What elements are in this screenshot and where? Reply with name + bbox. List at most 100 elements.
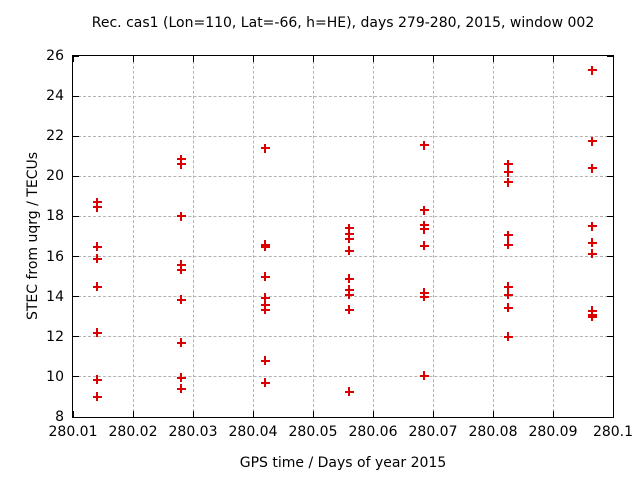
data-point-marker: [344, 246, 354, 256]
y-axis-tick-right: [607, 175, 613, 177]
data-point-marker: [503, 230, 513, 240]
x-tick-label: 280.03: [168, 424, 218, 440]
data-point-marker: [503, 177, 513, 187]
y-axis-tick-right: [607, 215, 613, 217]
data-point-marker: [260, 293, 270, 303]
y-axis-tick-right: [607, 376, 613, 378]
x-axis-tick-top: [372, 56, 374, 62]
vertical-gridline: [492, 56, 494, 417]
data-point-marker: [260, 300, 270, 310]
data-point-marker: [176, 338, 186, 348]
y-axis-tick: [73, 256, 79, 258]
x-axis-tick: [192, 411, 194, 417]
y-axis-tick-right: [607, 256, 613, 258]
vertical-gridline: [432, 56, 434, 417]
y-tick-label: 26: [46, 48, 64, 64]
data-point-marker: [503, 240, 513, 250]
y-axis-tick: [73, 55, 79, 57]
vertical-gridline: [312, 56, 314, 417]
data-point-marker: [92, 282, 102, 292]
data-point-marker: [176, 154, 186, 164]
x-tick-label: 280.08: [468, 424, 518, 440]
data-point-marker: [92, 197, 102, 207]
data-point-marker: [176, 384, 186, 394]
data-point-marker: [587, 312, 597, 322]
data-point-marker: [503, 282, 513, 292]
data-point-marker: [260, 272, 270, 282]
data-point-marker: [176, 159, 186, 169]
data-point-marker: [260, 378, 270, 388]
x-axis-tick-top: [552, 56, 554, 62]
x-axis-tick: [552, 411, 554, 417]
x-tick-label: 280.04: [228, 424, 278, 440]
data-point-marker: [176, 211, 186, 221]
y-tick-label: 18: [46, 208, 64, 225]
x-axis-tick: [372, 411, 374, 417]
y-axis-tick-right: [607, 95, 613, 97]
x-axis-tick-top: [132, 56, 134, 62]
horizontal-gridline: [73, 135, 613, 137]
data-point-marker: [503, 290, 513, 300]
vertical-gridline: [192, 56, 194, 417]
data-point-marker: [419, 140, 429, 150]
y-axis-tick-right: [607, 336, 613, 338]
y-tick-label: 16: [46, 248, 64, 265]
data-point-marker: [587, 136, 597, 146]
vertical-gridline: [132, 56, 134, 417]
horizontal-gridline: [73, 376, 613, 378]
x-axis-label: GPS time / Days of year 2015: [239, 455, 447, 471]
y-axis-tick-right: [607, 135, 613, 137]
horizontal-gridline: [73, 296, 613, 298]
data-point-marker: [176, 295, 186, 305]
vertical-gridline: [552, 56, 554, 417]
data-point-marker: [92, 392, 102, 402]
x-axis-tick-top: [72, 56, 74, 62]
x-tick-label: 280.01: [48, 424, 98, 440]
data-point-marker: [503, 159, 513, 169]
x-tick-label: 280.06: [348, 424, 398, 440]
y-axis-tick: [73, 416, 79, 418]
data-point-marker: [92, 254, 102, 264]
data-point-marker: [419, 371, 429, 381]
x-tick-label: 280.1: [592, 424, 634, 440]
data-point-marker: [503, 303, 513, 313]
y-axis-tick: [73, 296, 79, 298]
data-point-marker: [419, 292, 429, 302]
horizontal-gridline: [73, 256, 613, 258]
y-axis-tick: [73, 376, 79, 378]
data-point-marker: [92, 202, 102, 212]
data-point-marker: [419, 224, 429, 234]
x-tick-label: 280.09: [528, 424, 578, 440]
data-point-marker: [260, 356, 270, 366]
y-tick-label: 8: [55, 409, 64, 425]
data-point-marker: [176, 373, 186, 383]
data-point-marker: [260, 305, 270, 315]
x-axis-tick: [252, 411, 254, 417]
y-axis-tick: [73, 135, 79, 137]
y-axis-tick-right: [607, 55, 613, 57]
data-point-marker: [419, 205, 429, 215]
data-point-marker: [344, 223, 354, 233]
data-point-marker: [419, 241, 429, 251]
y-axis-tick: [73, 336, 79, 338]
horizontal-gridline: [73, 95, 613, 97]
data-point-marker: [344, 274, 354, 284]
horizontal-gridline: [73, 215, 613, 217]
data-point-marker: [344, 387, 354, 397]
data-point-marker: [176, 260, 186, 270]
data-point-marker: [344, 285, 354, 295]
data-point-marker: [587, 238, 597, 248]
chart-title: Rec. cas1 (Lon=110, Lat=-66, h=HE), days…: [91, 15, 595, 31]
x-axis-tick: [132, 411, 134, 417]
y-tick-label: 22: [46, 128, 64, 145]
y-tick-label: 24: [46, 88, 64, 105]
data-point-marker: [503, 167, 513, 177]
y-axis-tick-right: [607, 296, 613, 298]
data-point-marker: [587, 163, 597, 173]
x-axis-tick-top: [252, 56, 254, 62]
y-axis-tick-right: [607, 416, 613, 418]
x-axis-tick-top: [492, 56, 494, 62]
data-point-marker: [92, 375, 102, 385]
data-point-marker: [344, 305, 354, 315]
